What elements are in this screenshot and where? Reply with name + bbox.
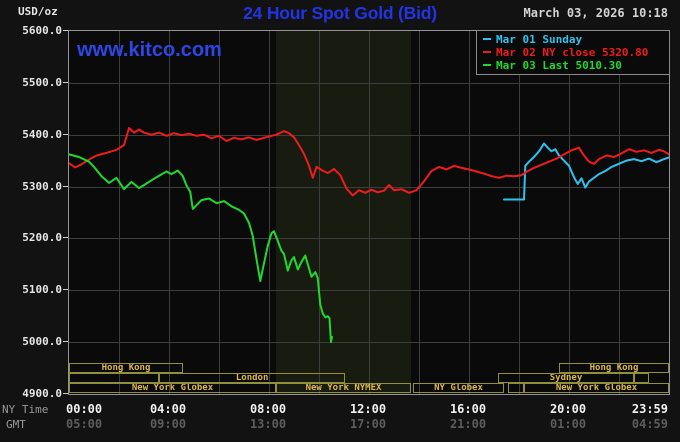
legend-label-mar01: Mar 01 Sunday bbox=[496, 33, 583, 46]
plot-area: Hong Kong Hong Kong London Sydney New York G… bbox=[68, 30, 670, 395]
y-axis-tick-label: 5000.0 bbox=[22, 335, 62, 349]
nymex-session-band bbox=[276, 31, 411, 394]
x-axis-tick-x_gmt-21:00: 21:00 bbox=[449, 417, 487, 431]
legend-swatch-mar03 bbox=[483, 64, 491, 66]
y-axis-tick-mark bbox=[63, 289, 68, 291]
vertical-gridline bbox=[169, 31, 170, 394]
y-axis-tick-label: 5600.0 bbox=[22, 24, 62, 37]
x-axis-tick-x_ny-12:00: 12:00 bbox=[349, 402, 387, 416]
legend-item-mar03: Mar 03 Last 5010.30 bbox=[483, 59, 669, 72]
session-box-hong-kong: Hong Kong bbox=[559, 362, 669, 373]
legend-item-mar01: Mar 01 Sunday bbox=[483, 33, 669, 46]
vertical-gridline bbox=[519, 31, 520, 394]
price-lines bbox=[69, 127, 669, 344]
y-axis-tick-mark bbox=[63, 393, 68, 394]
y-axis-tick-mark bbox=[63, 81, 68, 83]
y-axis-tick-mark bbox=[63, 237, 68, 239]
x-axis-row-label-gmt: GMT bbox=[6, 418, 26, 431]
legend-label-mar03: Mar 03 Last 5010.30 bbox=[496, 59, 622, 72]
y-axis-tick-label: 4900.0 bbox=[22, 387, 62, 400]
vertical-gridline bbox=[269, 31, 270, 394]
x-axis-tick-x_gmt-09:00: 09:00 bbox=[149, 417, 187, 431]
legend-item-mar02: Mar 02 NY close 5320.80 bbox=[483, 46, 669, 59]
vertical-gridline bbox=[319, 31, 320, 394]
horizontal-gridline bbox=[69, 186, 669, 188]
chart-title: 24 Hour Spot Gold (Bid) bbox=[243, 3, 437, 23]
x-axis-tick-x_ny-04:00: 04:00 bbox=[149, 402, 187, 416]
y-axis-tick-mark bbox=[63, 341, 68, 343]
vertical-gridline bbox=[369, 31, 370, 394]
x-axis-tick-x_ny-20:00: 20:00 bbox=[549, 402, 587, 416]
legend-swatch-mar02 bbox=[483, 51, 491, 53]
price-line-mar-01 bbox=[503, 142, 669, 201]
y-axis-tick-label: 5200.0 bbox=[22, 231, 62, 245]
kitco-watermark-link[interactable]: www.kitco.com bbox=[77, 39, 222, 61]
x-axis-tick-x_ny-08:00: 08:00 bbox=[249, 402, 287, 416]
legend-swatch-mar01 bbox=[483, 38, 491, 40]
session-box-new-york-nymex: New York NYMEX bbox=[276, 383, 411, 394]
legend-label-mar02: Mar 02 NY close 5320.80 bbox=[496, 46, 649, 59]
x-axis-tick-x_gmt-13:00: 13:00 bbox=[249, 417, 287, 431]
session-box-blank bbox=[69, 372, 159, 384]
y-axis-tick-label: 5300.0 bbox=[22, 179, 62, 193]
horizontal-gridline bbox=[69, 290, 669, 292]
session-box-blank bbox=[634, 372, 649, 384]
session-box-new-york-globex: New York Globex bbox=[524, 383, 669, 394]
vertical-gridline bbox=[469, 31, 470, 394]
horizontal-gridline bbox=[69, 134, 669, 136]
price-line-mar-03 bbox=[69, 153, 333, 344]
horizontal-gridline bbox=[69, 342, 669, 344]
horizontal-gridline bbox=[69, 82, 669, 84]
datetime-stamp: March 03, 2026 10:18 bbox=[523, 6, 669, 20]
y-axis-tick-mark bbox=[63, 133, 68, 135]
y-axis-tick-label: 5100.0 bbox=[22, 283, 62, 297]
y-axis-unit-label: USD/oz bbox=[18, 5, 58, 18]
vertical-gridline bbox=[569, 31, 570, 394]
x-axis-tick-x_gmt-05:00: 05:00 bbox=[66, 417, 103, 431]
x-axis-tick-x_gmt-01:00: 01:00 bbox=[549, 417, 587, 431]
session-box-hong-kong: Hong Kong bbox=[69, 362, 183, 373]
x-axis-tick-x_ny-23:59: 23:59 bbox=[631, 402, 668, 416]
y-axis-tick-mark bbox=[63, 185, 68, 187]
vertical-gridline bbox=[619, 31, 620, 394]
vertical-gridline bbox=[119, 31, 120, 394]
session-box-london: London bbox=[159, 372, 346, 384]
vertical-gridline bbox=[419, 31, 420, 394]
x-axis-tick-x_gmt-17:00: 17:00 bbox=[349, 417, 387, 431]
x-axis-tick-x_ny-00:00: 00:00 bbox=[66, 402, 103, 416]
session-box-new-york-globex: New York Globex bbox=[69, 383, 276, 394]
x-axis-row-label-nytime: NY Time bbox=[2, 403, 49, 416]
session-box-ny-globex: NY Globex bbox=[413, 383, 504, 394]
vertical-gridline bbox=[219, 31, 220, 394]
x-axis-tick-x_gmt-04:59: 04:59 bbox=[631, 417, 668, 431]
horizontal-gridline bbox=[69, 238, 669, 240]
session-box-blank bbox=[507, 383, 524, 394]
legend-box: Mar 01 Sunday Mar 02 NY close 5320.80 Ma… bbox=[476, 30, 670, 75]
y-axis-tick-label: 5400.0 bbox=[22, 127, 62, 141]
x-axis-tick-x_ny-16:00: 16:00 bbox=[449, 402, 487, 416]
y-axis-tick-mark bbox=[63, 30, 68, 31]
y-axis-tick-label: 5500.0 bbox=[22, 75, 62, 89]
session-box-sydney: Sydney bbox=[498, 372, 634, 384]
price-line-mar-02 bbox=[69, 127, 669, 197]
